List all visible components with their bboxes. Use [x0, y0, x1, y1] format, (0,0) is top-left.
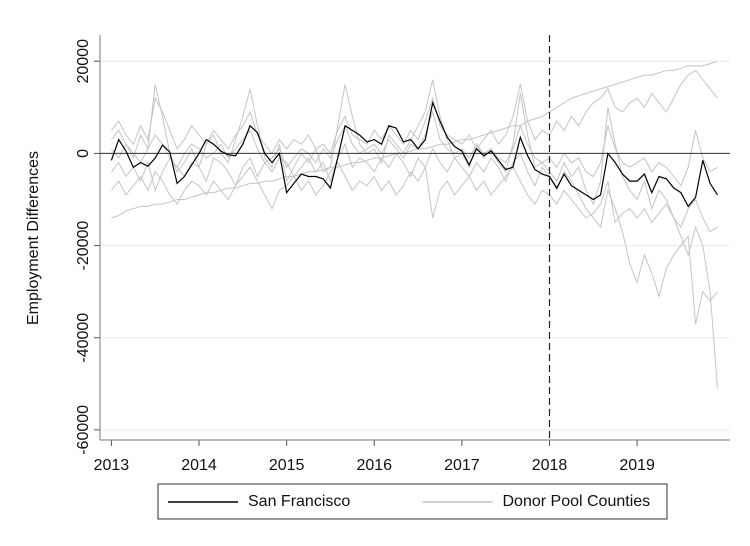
- y-axis-label: Employment Differences: [25, 151, 42, 325]
- donor-line: [111, 69, 718, 155]
- x-tick-label: 2018: [532, 457, 568, 474]
- x-tick-label: 2016: [356, 457, 392, 474]
- y-tick-label: 0: [75, 149, 92, 158]
- legend-box: [157, 483, 668, 520]
- y-tick-label: 20000: [75, 39, 92, 84]
- legend-label: San Francisco: [248, 493, 350, 510]
- x-tick-label: 2015: [269, 457, 305, 474]
- donor-line: [111, 161, 718, 233]
- donor-line: [111, 60, 718, 219]
- donor-line: [111, 79, 718, 389]
- y-tick-label: -40000: [75, 313, 92, 363]
- legend-label: Donor Pool Counties: [503, 493, 651, 510]
- series-line: [110, 100, 719, 208]
- y-tick-label: -60000: [75, 405, 92, 455]
- x-tick-label: 2013: [94, 457, 130, 474]
- legend: San Francisco Donor Pool Counties: [157, 483, 668, 520]
- donor-line: [111, 142, 718, 325]
- donor-line: [111, 110, 718, 187]
- x-tick-label: 2019: [619, 457, 655, 474]
- y-tick-label: -20000: [75, 221, 92, 271]
- x-tick-label: 2014: [181, 457, 217, 474]
- x-tick-label: 2017: [444, 457, 480, 474]
